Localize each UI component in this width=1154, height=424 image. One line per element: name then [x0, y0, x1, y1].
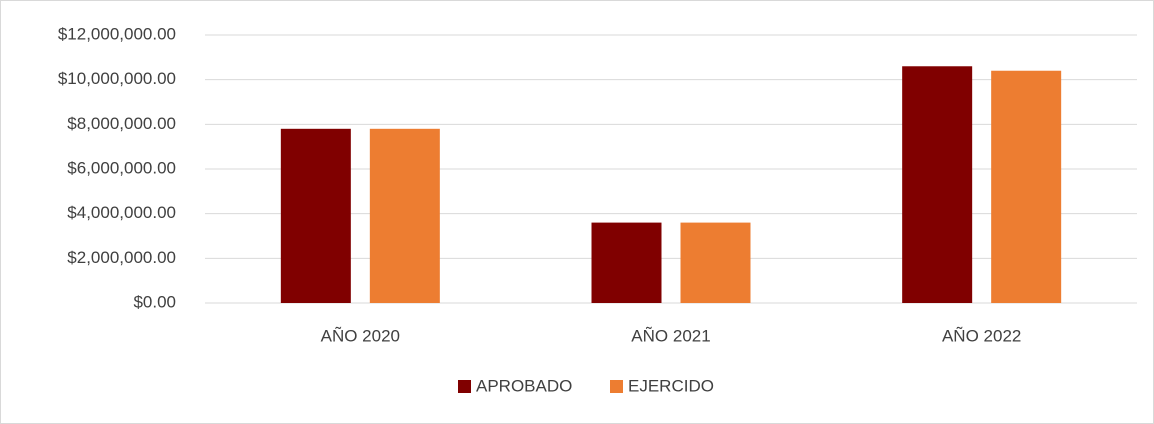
legend-label: EJERCIDO [628, 376, 714, 395]
legend-label: APROBADO [476, 376, 572, 395]
y-tick-label: $8,000,000.00 [67, 114, 176, 133]
bar [369, 128, 440, 303]
bar [902, 66, 973, 304]
x-tick-label: AÑO 2021 [631, 326, 710, 345]
y-tick-label: $10,000,000.00 [58, 69, 176, 88]
bar [280, 128, 351, 303]
x-tick-label: AÑO 2020 [321, 326, 400, 345]
x-tick-label: AÑO 2022 [942, 326, 1021, 345]
bar [991, 70, 1062, 303]
legend-swatch [610, 380, 623, 393]
bar [680, 222, 751, 303]
bar [591, 222, 662, 303]
y-tick-label: $6,000,000.00 [67, 158, 176, 177]
y-tick-label: $4,000,000.00 [67, 203, 176, 222]
y-tick-label: $0.00 [133, 292, 176, 311]
legend-swatch [458, 380, 471, 393]
y-tick-label: $12,000,000.00 [58, 24, 176, 43]
y-tick-label: $2,000,000.00 [67, 248, 176, 267]
